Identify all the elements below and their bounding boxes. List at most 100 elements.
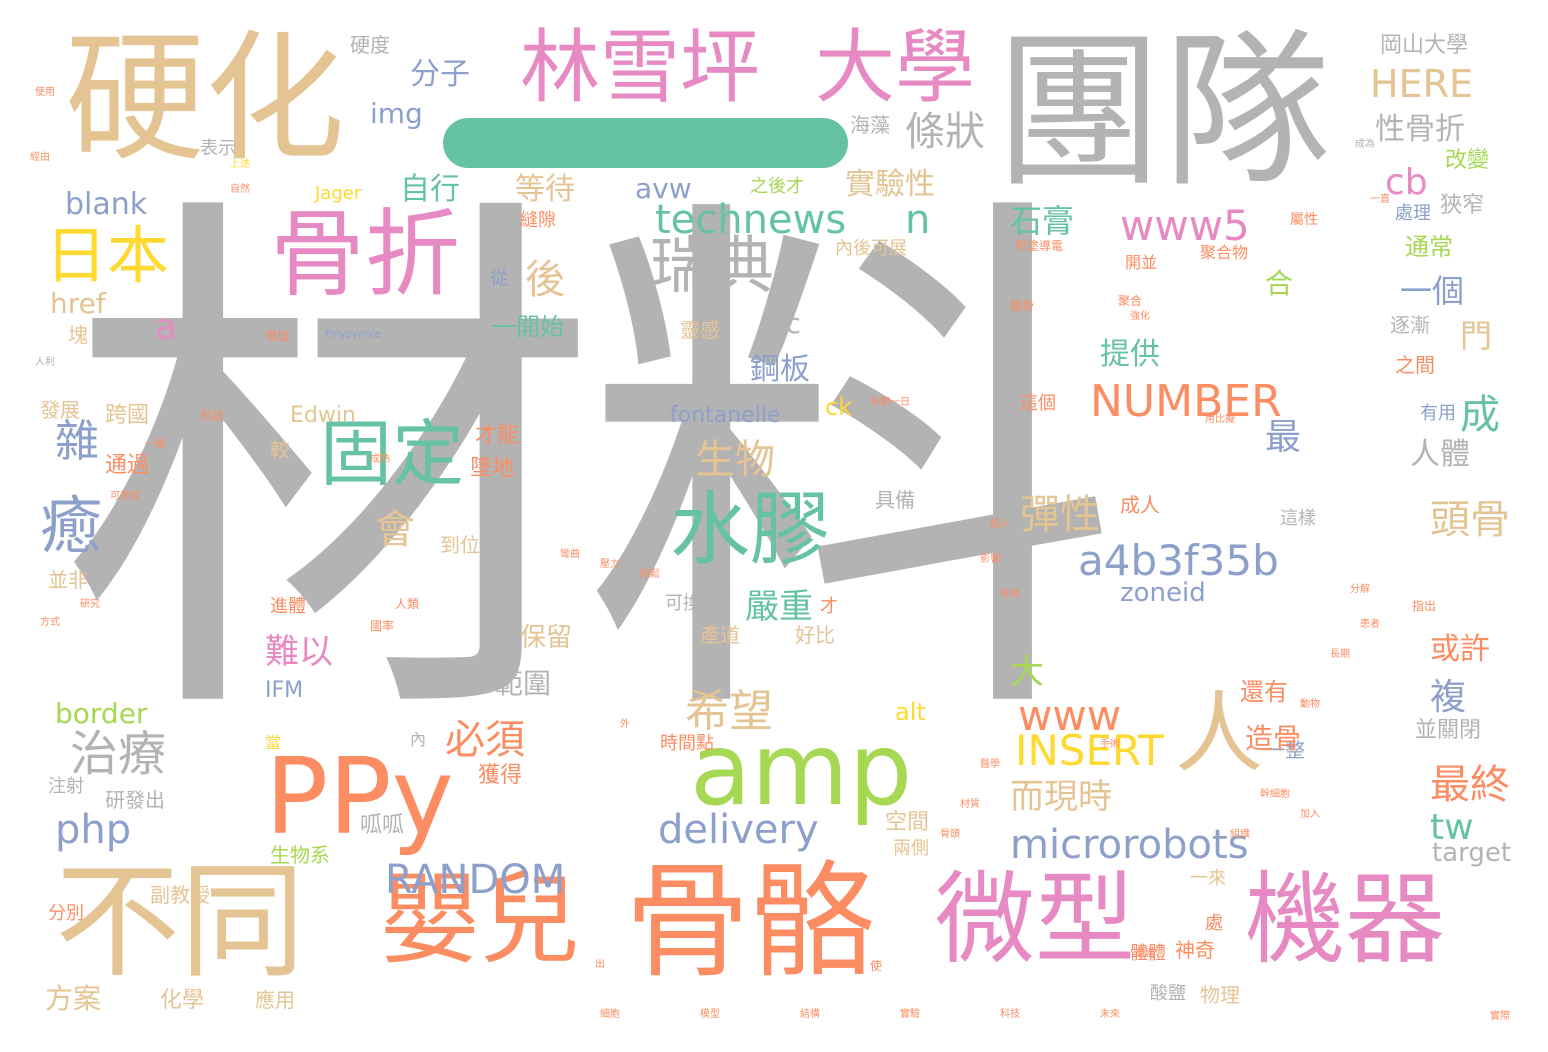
cloud-word: fontanelle (670, 403, 781, 428)
cloud-word: 造骨 (1245, 722, 1302, 755)
cloud-word: microrobots (1010, 822, 1249, 868)
cloud-word: 分解 (1350, 584, 1370, 595)
cloud-word: 材料 (60, 156, 1120, 784)
cloud-word: 還有 (1240, 678, 1288, 706)
cloud-word: 並關閉 (1415, 718, 1482, 743)
cloud-word: 未來 (1100, 1009, 1120, 1020)
cloud-word: 內 (410, 730, 427, 749)
cloud-word: 發展 (40, 398, 80, 422)
cloud-word: 大 (1010, 652, 1044, 692)
cloud-word: 一來 (1190, 868, 1226, 889)
cloud-word: 改變 (1445, 148, 1490, 173)
cloud-word: 空間 (885, 810, 930, 835)
cloud-word: 團隊 (995, 14, 1331, 210)
cloud-word: 增加 (265, 329, 290, 343)
cloud-word: 有朝一日 (870, 397, 910, 408)
cloud-word: 當 (265, 733, 282, 752)
cloud-word: 治療 (70, 726, 167, 782)
cloud-word: 研發出 (105, 788, 165, 812)
cloud-word: 不同 (55, 850, 305, 995)
cloud-word: 到位 (440, 533, 480, 557)
highlight-bar (443, 118, 848, 168)
cloud-word: 時間點 (660, 733, 714, 754)
cloud-word: 一個 (1400, 272, 1465, 310)
cloud-word: 成 (1460, 392, 1500, 438)
cloud-word: 海藻 (850, 113, 890, 137)
cloud-word: RANDOM (385, 857, 566, 903)
cloud-word: target (1432, 838, 1512, 868)
cloud-word: 石膏 (1010, 202, 1075, 240)
cloud-word: 微型 (935, 861, 1135, 978)
cloud-word: 細胞 (600, 1009, 620, 1020)
cloud-word: 通常 (1405, 233, 1453, 261)
cloud-word: 從 (490, 268, 508, 289)
cloud-word: 動物 (1300, 699, 1320, 710)
cloud-word: 硬度 (350, 33, 390, 57)
cloud-word: 研究 (80, 599, 100, 610)
cloud-word: 彎曲 (560, 549, 580, 560)
cloud-word: 範圍 (495, 667, 552, 700)
cloud-word: a (155, 307, 178, 348)
cloud-word: 強化 (1130, 311, 1150, 322)
cloud-word: 生物系 (270, 843, 330, 867)
cloud-word: 墜地 (470, 456, 515, 481)
cloud-word: PPy (265, 736, 454, 858)
cloud-word: 幹細胞 (1260, 789, 1290, 800)
cloud-word: 好比 (795, 623, 835, 647)
cloud-word: 聚合物 (1200, 243, 1249, 262)
cloud-word: 林雪坪 (520, 21, 760, 114)
cloud-word: Polypyrrole (325, 329, 381, 340)
cloud-word: 植入 (990, 519, 1010, 530)
cloud-word: 人類 (395, 597, 420, 611)
cloud-word: 國率 (370, 619, 395, 633)
cloud-word: 固定 (320, 412, 465, 496)
cloud-word: 輕鬆 (640, 569, 660, 580)
cloud-word: 縫隙 (520, 210, 556, 231)
cloud-word: 才能 (475, 423, 520, 448)
cloud-word: 水膠 (670, 483, 830, 576)
cloud-word: 影響 (980, 554, 1000, 565)
cloud-word: 一開始 (492, 313, 564, 341)
cloud-word: 保留 (520, 623, 573, 653)
cloud-word: 分子 (410, 57, 470, 92)
cloud-word: 獲得 (478, 763, 523, 788)
cloud-word: 一整 (1265, 738, 1305, 762)
cloud-word: 實驗 (900, 1009, 920, 1020)
cloud-word: 難以 (265, 632, 333, 672)
cloud-word: 神奇 (1175, 938, 1215, 962)
cloud-word: 呱呱 (360, 813, 405, 838)
cloud-word: 實驗性 (845, 167, 935, 202)
cloud-word: 上述 (230, 159, 250, 170)
cloud-word: php (55, 807, 132, 853)
cloud-word: 自然 (230, 184, 250, 195)
cloud-word: 形狀 (200, 409, 225, 423)
cloud-word: 開並 (1125, 253, 1158, 272)
cloud-word: Jager (315, 183, 362, 204)
cloud-word: 才 (820, 596, 838, 617)
cloud-word: 跨國 (105, 403, 150, 428)
cloud-word: alt (895, 698, 926, 726)
cloud-word: blank (65, 187, 148, 222)
cloud-word: 長期 (1330, 649, 1350, 660)
cloud-word: 骨頭 (940, 829, 960, 840)
cloud-word: 彈性 (1020, 492, 1100, 538)
cloud-word: img (370, 97, 423, 130)
cloud-word: 大學 (815, 21, 975, 114)
cloud-word: 之後才 (750, 176, 804, 197)
cloud-word: 內後可展 (835, 238, 907, 259)
cloud-word: 這樣 (1280, 508, 1316, 529)
cloud-word: delivery (658, 807, 819, 853)
cloud-word: 靈感 (680, 318, 720, 342)
cloud-word: 會 (375, 507, 415, 553)
cloud-word: 塊 (68, 323, 88, 347)
cloud-word: HERE (1370, 62, 1473, 106)
cloud-word: 出 (595, 959, 605, 970)
cloud-word: technews (655, 197, 847, 243)
cloud-word: 瑞典 (650, 229, 775, 302)
cloud-word: 具備 (875, 488, 915, 512)
cloud-word: 或許 (1430, 632, 1490, 667)
cloud-word: ck (825, 393, 853, 421)
cloud-word: 日本 (45, 219, 170, 292)
cloud-word: 有用 (1420, 403, 1456, 424)
